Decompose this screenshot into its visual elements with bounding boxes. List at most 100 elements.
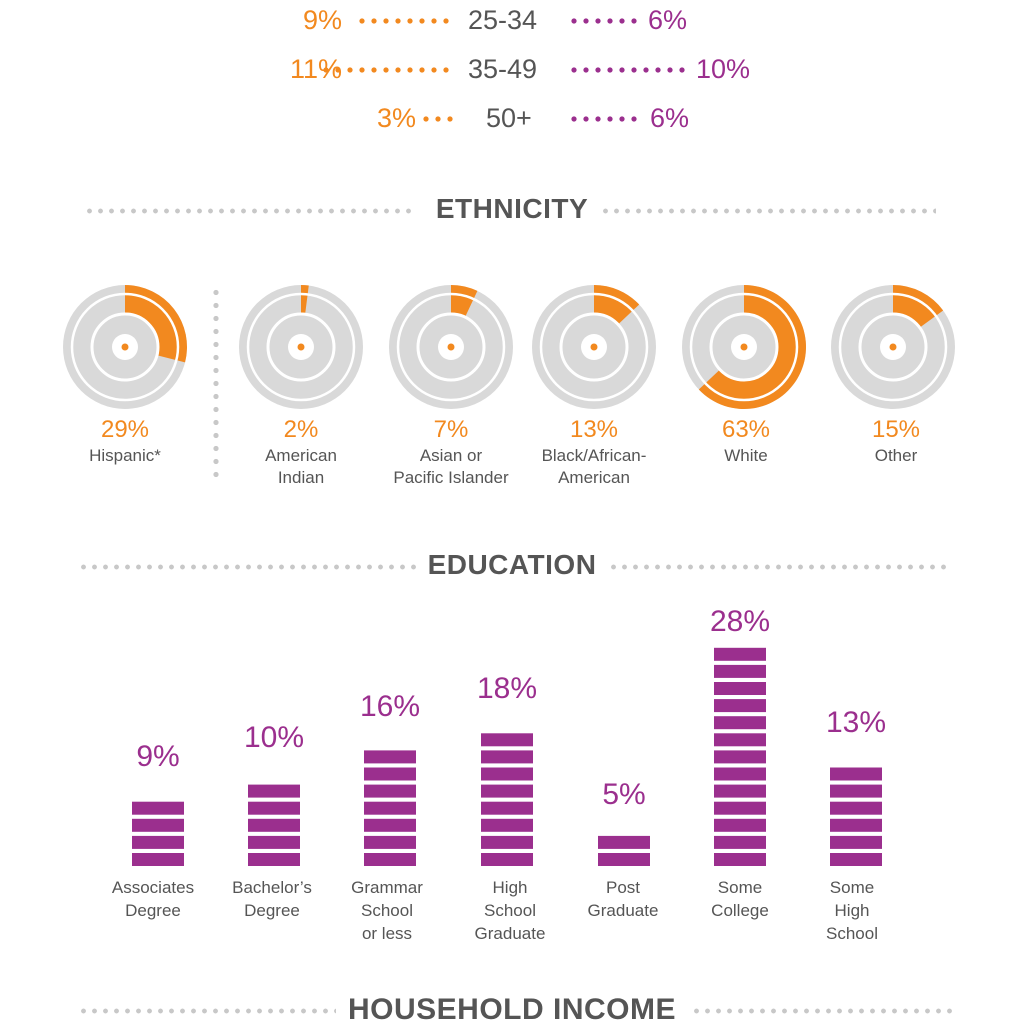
- education-bar-stripe: [364, 784, 416, 798]
- donut-ring: [709, 312, 779, 382]
- education-bar-stripe: [830, 835, 882, 849]
- education-bar-stripe: [714, 767, 766, 781]
- ethnicity-label: Black/African- American: [541, 446, 647, 487]
- education-divider-left: [78, 564, 418, 570]
- donut-ring: [396, 292, 506, 402]
- education-bar-stripe: [248, 801, 300, 815]
- education-bar-stripe: [714, 733, 766, 747]
- ethnicity-donut: [63, 285, 187, 409]
- age-right-pct: 6%: [648, 5, 688, 35]
- education-bar-stripe: [132, 853, 184, 866]
- ethnicity-pct: 15%: [871, 416, 921, 443]
- education-title: EDUCATION: [0, 549, 1024, 581]
- donut-slice: [451, 285, 478, 317]
- education-bar-stripe: [598, 835, 650, 849]
- education-bar-stripe: [830, 853, 882, 866]
- education-label: High School Graduate: [474, 878, 546, 943]
- age-left-dots: [320, 67, 452, 73]
- education-bar-stripe: [364, 750, 416, 764]
- education-bar-stripe: [714, 784, 766, 798]
- education-bar-stripe: [714, 682, 766, 695]
- ethnicity-donut: [532, 285, 656, 409]
- ethnicity-pct: 63%: [721, 416, 771, 443]
- ethnicity-donut: [239, 285, 363, 409]
- education-bar-stripe: [830, 801, 882, 815]
- ethnicity-label: American Indian: [265, 446, 337, 487]
- education-label: Some High School: [826, 878, 878, 943]
- education-bar-stripe: [481, 835, 533, 849]
- education-bar-stripe: [364, 835, 416, 849]
- ethnicity-title: ETHNICITY: [0, 193, 1024, 225]
- education-label: Post Graduate: [587, 878, 659, 920]
- age-row-50-plus: 3% 50+ 6%: [0, 98, 1024, 138]
- donut-ring: [559, 312, 629, 382]
- ethnicity-donut: [831, 285, 955, 409]
- education-bar-stripe: [714, 750, 766, 764]
- education-bar-stripe: [364, 853, 416, 866]
- education-bar-stripe: [481, 818, 533, 832]
- education-bar-stripe: [132, 818, 184, 832]
- donut-ring: [90, 312, 160, 382]
- ethnicity-pct: 2%: [283, 416, 319, 443]
- education-bar-stripe: [830, 784, 882, 798]
- education-pct: 16%: [359, 690, 421, 723]
- income-divider-left: [78, 1008, 336, 1014]
- age-left-pct: 3%: [376, 103, 416, 133]
- education-bar-stripe: [598, 853, 650, 866]
- education-bar-stripe: [830, 818, 882, 832]
- ethnicity-donut: [389, 285, 513, 409]
- donut-ring: [838, 292, 948, 402]
- education-pct: 13%: [825, 706, 887, 739]
- donut-slice: [698, 285, 806, 409]
- donut-slice: [301, 285, 309, 314]
- age-row-25-34: 9% 25-34 6%: [0, 0, 1024, 40]
- ethnicity-pct: 13%: [569, 416, 619, 443]
- donut-center-dot: [121, 343, 129, 351]
- education-bar-stripe: [248, 853, 300, 866]
- ethnicity-divider-right: [600, 208, 936, 214]
- ethnicity-pct: 7%: [433, 416, 469, 443]
- education-bar-stripe: [714, 647, 766, 661]
- education-bar-stripe: [132, 801, 184, 815]
- education-bar-stripe: [364, 818, 416, 832]
- education-bar-stripe: [714, 716, 766, 730]
- education-label: Bachelor’s Degree: [232, 878, 312, 920]
- education-pct: 9%: [136, 740, 180, 773]
- education-bar-stripe: [481, 767, 533, 781]
- age-right-pct: 10%: [696, 54, 751, 84]
- age-left-dots: [356, 18, 452, 24]
- education-bar-stripe: [714, 835, 766, 849]
- education-pct: 18%: [476, 672, 538, 705]
- donut-ring: [416, 312, 486, 382]
- education-bar-stripe: [364, 801, 416, 815]
- ethnicity-label: Hispanic*: [89, 446, 161, 465]
- donut-ring: [539, 292, 649, 402]
- ethnicity-donut: [682, 285, 806, 409]
- education-divider-right: [608, 564, 952, 570]
- education-pct: 10%: [243, 721, 305, 754]
- donut-ring: [266, 312, 336, 382]
- income-divider-right: [680, 1008, 952, 1014]
- education-bar-stripe: [714, 853, 766, 866]
- education-pct: 28%: [709, 605, 771, 638]
- education-bar-stripe: [481, 853, 533, 866]
- donut-center-dot: [740, 343, 748, 351]
- education-bar-stripe: [481, 784, 533, 798]
- donut-center-dot: [297, 343, 305, 351]
- education-bar-stripe: [481, 801, 533, 815]
- ethnicity-label: Other: [874, 446, 918, 465]
- ethnicity-divider-left: [84, 208, 414, 214]
- donut-center-dot: [447, 343, 455, 351]
- age-label: 35-49: [468, 54, 538, 84]
- income-title: HOUSEHOLD INCOME: [0, 993, 1024, 1027]
- donut-ring: [246, 292, 356, 402]
- age-right-dots: [568, 67, 688, 73]
- age-row-35-49: 11% 35-49 10%: [0, 49, 1024, 89]
- education-bar-stripe: [481, 750, 533, 764]
- age-right-dots: [568, 18, 640, 24]
- age-label: 25-34: [468, 5, 538, 35]
- education-bar-stripe: [364, 767, 416, 781]
- education-bar-stripe: [248, 784, 300, 798]
- education-pct: 5%: [602, 778, 646, 811]
- education-bar-stripe: [714, 818, 766, 832]
